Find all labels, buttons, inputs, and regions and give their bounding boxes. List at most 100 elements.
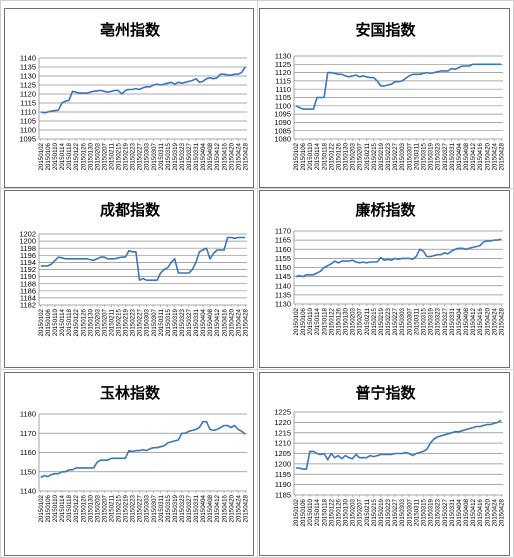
x-tick-label: 20150102	[38, 142, 45, 170]
y-tick-label: 1180	[20, 410, 36, 419]
x-tick-label: 20150424	[491, 498, 498, 526]
x-tick-label: 20150110	[307, 307, 314, 335]
x-tick-label: 20150408	[207, 308, 214, 336]
x-tick-label: 20150416	[221, 142, 228, 170]
x-tick-label: 20150211	[364, 142, 371, 170]
x-tick-label: 20150424	[491, 307, 498, 335]
x-tick-label: 20150203	[94, 308, 101, 336]
x-tick-label: 20150102	[293, 498, 300, 526]
chart-title: 廉桥指数	[355, 201, 416, 219]
x-tick-label: 20150126	[335, 142, 342, 170]
y-tick-label: 1140	[275, 281, 291, 290]
x-tick-label: 20150420	[484, 142, 491, 170]
series-line	[40, 420, 246, 479]
x-tick-label: 20150404	[456, 142, 463, 170]
x-tick-label: 20150323	[179, 142, 186, 170]
x-tick-label: 20150118	[66, 494, 73, 522]
y-tick-label: 1190	[20, 272, 36, 281]
chart-svg: 亳州指数 109511001105111011151120112511301135…	[19, 21, 249, 171]
x-tick-label: 20150126	[335, 498, 342, 526]
series-line	[295, 63, 502, 110]
y-tick-label: 1125	[275, 60, 291, 69]
chart-panel-lianqiao[interactable]: 廉桥指数 1130 1135 1140 1145 1150 1155 1160 1165 1170…	[259, 190, 510, 368]
x-tick-label: 20150122	[328, 307, 335, 335]
x-tick-label: 20150408	[463, 142, 470, 170]
x-tick-label: 20150114	[314, 142, 321, 170]
x-tick-label: 20150203	[350, 307, 357, 335]
x-tick-label: 20150110	[52, 142, 59, 170]
x-tick-label: 20150114	[314, 498, 321, 526]
x-tick-label: 20150223	[385, 142, 392, 170]
series-line	[40, 66, 246, 114]
y-tick-label: 1140	[20, 487, 36, 496]
x-tick-label: 20150319	[428, 307, 435, 335]
y-tick-label: 1120	[275, 68, 291, 77]
x-tick-label: 20150219	[378, 498, 385, 526]
x-tick-label: 20150227	[392, 142, 399, 170]
x-tick-label: 20150307	[151, 494, 158, 522]
x-tick-label: 20150319	[172, 494, 179, 522]
y-tick-label: 1100	[20, 126, 36, 135]
y-tick-label: 1210	[274, 439, 291, 448]
x-tick-label: 20150416	[221, 308, 228, 336]
x-tick-label: 20150420	[484, 307, 491, 335]
chart-panel-yulin[interactable]: 玉林指数 1140 1150 1160 1170 1180 20150102 20150106…	[4, 372, 254, 556]
y-tick-label: 1105	[20, 117, 36, 126]
x-tick-label: 20150428	[242, 142, 249, 170]
chart-svg: 成都指数 118211841186118811901192119411961198…	[19, 201, 249, 337]
x-tick-label: 20150420	[484, 498, 491, 526]
x-tick-label: 20150420	[228, 308, 235, 336]
x-tick-label: 20150110	[307, 498, 314, 526]
x-tick-label: 20150408	[207, 494, 214, 522]
x-tick-label: 20150323	[179, 308, 186, 336]
x-tick-label: 20150223	[130, 142, 137, 170]
y-tick-label: 1205	[274, 449, 291, 458]
x-tick-label: 20150311	[413, 307, 420, 335]
x-tick-label: 20150311	[158, 142, 165, 170]
x-tick-label: 20150408	[207, 142, 214, 170]
chart-title: 成都指数	[100, 201, 161, 219]
x-tick-label: 20150207	[101, 308, 108, 336]
x-tick-label: 20150219	[378, 142, 385, 170]
y-tick-label: 1182	[20, 301, 36, 310]
x-tick-label: 20150323	[435, 498, 442, 526]
x-tick-label: 20150110	[52, 494, 59, 522]
x-tick-label: 20150327	[186, 494, 193, 522]
y-tick-label: 1160	[275, 245, 291, 254]
y-tick-label: 1115	[275, 77, 291, 86]
chart-title: 安国指数	[355, 21, 416, 39]
x-tick-label: 20150118	[66, 142, 73, 170]
chart-panel-puning[interactable]: 普宁指数 1185 1190 1195 1200 1205 1210 1215 1220 1225…	[259, 372, 510, 556]
x-tick-label: 20150106	[45, 308, 52, 336]
x-tick-label: 20150319	[172, 308, 179, 336]
x-tick-label: 20150416	[221, 494, 228, 522]
y-tick-label: 1192	[20, 265, 36, 274]
x-tick-label: 20150319	[172, 142, 179, 170]
y-tick-label: 1202	[19, 230, 36, 239]
x-tick-label: 20150203	[94, 142, 101, 170]
x-tick-label: 20150227	[137, 308, 144, 336]
series-line	[40, 236, 246, 281]
y-tick-label: 1105	[275, 93, 291, 102]
y-tick-label: 1125	[20, 81, 36, 90]
chart-panel-chengdu[interactable]: 成都指数 1182 1184 1186 1188 1190 1192 1194 1196 1198…	[4, 190, 254, 368]
x-tick-label: 20150303	[399, 142, 406, 170]
x-tick-label: 20150215	[371, 142, 378, 170]
y-tick-label: 1200	[274, 459, 291, 468]
x-tick-label: 20150311	[158, 494, 165, 522]
chart-panel-bozhou[interactable]: 亳州指数 1095 1100 1105 1110 1115 1120 1125 1130 1135…	[4, 8, 254, 188]
x-tick-label: 20150311	[413, 498, 420, 526]
chart-title: 普宁指数	[355, 384, 416, 402]
y-tick-label: 1095	[19, 135, 36, 144]
y-tick-label: 1198	[20, 244, 36, 253]
x-tick-label: 20150118	[66, 308, 73, 336]
x-tick-label: 20150118	[321, 142, 328, 170]
x-tick-label: 20150211	[364, 307, 371, 335]
x-tick-label: 20150331	[449, 307, 456, 335]
chart-panel-anguo[interactable]: 安国指数 1080 1085 1090 1095 1100 1105 1110 1115 1120…	[259, 8, 510, 188]
y-tick-label: 1135	[275, 290, 291, 299]
x-tick-label: 20150130	[87, 494, 94, 522]
x-tick-label: 20150126	[80, 142, 87, 170]
y-tick-label: 1110	[20, 108, 36, 117]
x-tick-label: 20150215	[371, 498, 378, 526]
